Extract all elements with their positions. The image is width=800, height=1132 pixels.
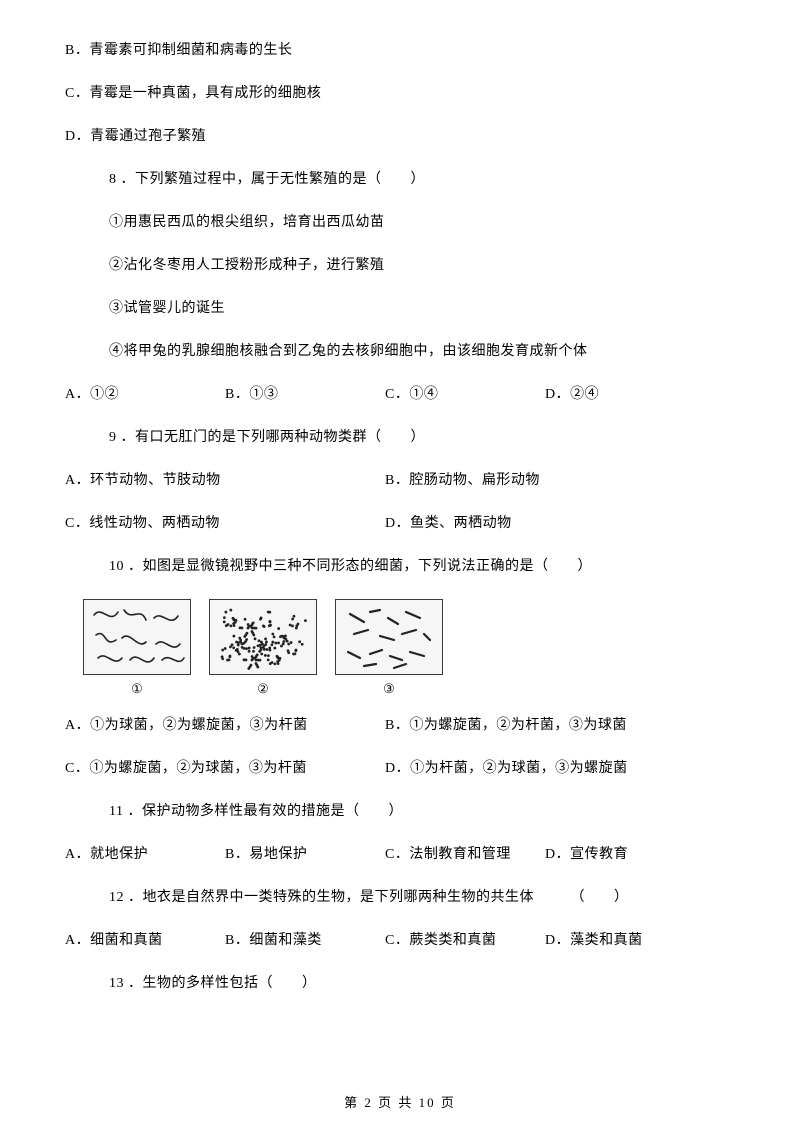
q8-opt-c[interactable]: C．①④ [385,384,545,405]
q8-stem: 8 ．下列繁殖过程中，属于无性繁殖的是（ ） [65,169,735,190]
prev-option-c: C．青霉是一种真菌，具有成形的细胞核 [65,83,735,104]
q8-options: A．①② B．①③ C．①④ D．②④ [65,384,735,405]
q11-opt-b[interactable]: B．易地保护 [225,844,385,865]
q12-opt-a[interactable]: A．细菌和真菌 [65,930,225,951]
q9-opt-b[interactable]: B．腔肠动物、扁形动物 [385,470,705,491]
q11-stem: 11 ．保护动物多样性最有效的措施是（ ） [65,801,735,822]
q8-sub4: ④将甲兔的乳腺细胞核融合到乙兔的去核卵细胞中，由该细胞发育成新个体 [65,341,735,362]
q12-opt-b[interactable]: B．细菌和藻类 [225,930,385,951]
q12-opt-d[interactable]: D．藻类和真菌 [545,930,705,951]
spiral-bacteria-icon [84,600,191,675]
q10-fig-1-label: ① [131,679,143,699]
q10-fig-3-label: ③ [383,679,395,699]
q8-sub1: ①用惠民西瓜的根尖组织，培育出西瓜幼苗 [65,212,735,233]
q12-options: A．细菌和真菌 B．细菌和藻类 C．蕨类类和真菌 D．藻类和真菌 [65,930,735,951]
page-footer: 第 2 页 共 10 页 [0,1093,800,1113]
q13-stem: 13 ．生物的多样性包括（ ） [65,973,735,994]
q10-fig-2: ② [209,599,317,699]
cocci-bacteria-icon [210,600,317,675]
q10-stem: 10 ．如图是显微镜视野中三种不同形态的细菌，下列说法正确的是（ ） [65,556,735,577]
q8-opt-d[interactable]: D．②④ [545,384,705,405]
q10-fig-3: ③ [335,599,443,699]
q9-options-row2: C．线性动物、两栖动物 D．鱼类、两栖动物 [65,513,735,534]
q10-opt-c[interactable]: C．①为螺旋菌，②为球菌，③为杆菌 [65,758,385,779]
q10-figures: ① ② ③ [65,599,735,699]
q11-opt-a[interactable]: A．就地保护 [65,844,225,865]
q8-sub2: ②沾化冬枣用人工授粉形成种子，进行繁殖 [65,255,735,276]
q10-options-row1: A．①为球菌，②为螺旋菌，③为杆菌 B．①为螺旋菌，②为杆菌，③为球菌 [65,715,735,736]
q10-fig-1: ① [83,599,191,699]
prev-option-d: D．青霉通过孢子繁殖 [65,126,735,147]
q10-options-row2: C．①为螺旋菌，②为球菌，③为杆菌 D．①为杆菌，②为球菌，③为螺旋菌 [65,758,735,779]
q11-options: A．就地保护 B．易地保护 C．法制教育和管理 D．宣传教育 [65,844,735,865]
rod-bacteria-icon [336,600,443,675]
q11-opt-c[interactable]: C．法制教育和管理 [385,844,545,865]
q9-stem: 9 ．有口无肛门的是下列哪两种动物类群（ ） [65,427,735,448]
q9-opt-c[interactable]: C．线性动物、两栖动物 [65,513,385,534]
q9-opt-d[interactable]: D．鱼类、两栖动物 [385,513,705,534]
q11-opt-d[interactable]: D．宣传教育 [545,844,705,865]
q8-sub3: ③试管婴儿的诞生 [65,298,735,319]
q9-options-row1: A．环节动物、节肢动物 B．腔肠动物、扁形动物 [65,470,735,491]
prev-option-b: B．青霉素可抑制细菌和病毒的生长 [65,40,735,61]
q8-opt-a[interactable]: A．①② [65,384,225,405]
q12-opt-c[interactable]: C．蕨类类和真菌 [385,930,545,951]
q12-stem: 12 ．地衣是自然界中一类特殊的生物，是下列哪两种生物的共生体 （ ） [65,887,735,908]
q8-opt-b[interactable]: B．①③ [225,384,385,405]
q10-opt-a[interactable]: A．①为球菌，②为螺旋菌，③为杆菌 [65,715,385,736]
q9-opt-a[interactable]: A．环节动物、节肢动物 [65,470,385,491]
q10-fig-2-label: ② [257,679,269,699]
q10-opt-d[interactable]: D．①为杆菌，②为球菌，③为螺旋菌 [385,758,705,779]
q10-opt-b[interactable]: B．①为螺旋菌，②为杆菌，③为球菌 [385,715,705,736]
